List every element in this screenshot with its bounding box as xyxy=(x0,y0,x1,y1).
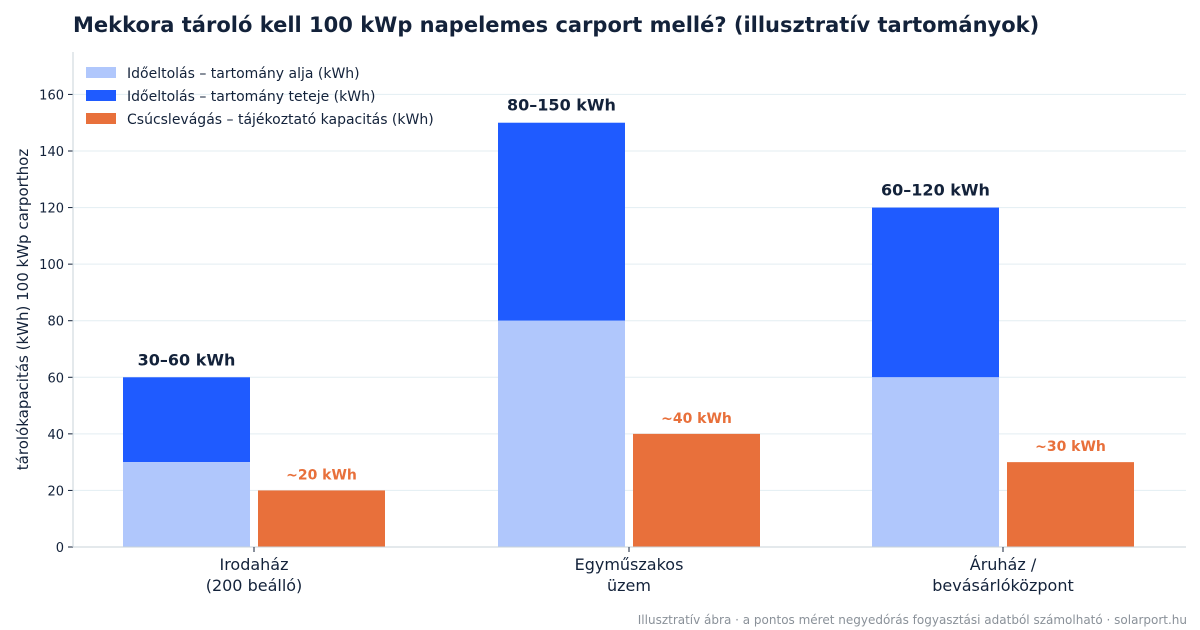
peak-data-label: ~20 kWh xyxy=(286,467,357,483)
y-tick-label: 40 xyxy=(47,428,64,443)
y-tick-label: 100 xyxy=(39,258,64,273)
y-tick-label: 120 xyxy=(39,202,64,217)
footer-note: Illusztratív ábra · a pontos méret negye… xyxy=(638,613,1187,627)
legend-label: Időeltolás – tartomány teteje (kWh) xyxy=(127,89,375,105)
y-tick-label: 60 xyxy=(47,371,64,386)
range-data-label: 30–60 kWh xyxy=(138,350,236,369)
y-axis-label: tárolókapacitás (kWh) 100 kWp carporthoz xyxy=(14,149,32,471)
x-tick-label: Áruház / xyxy=(970,555,1037,574)
bar-shift-low xyxy=(498,320,625,547)
y-tick-label: 140 xyxy=(39,145,64,160)
bar-peak-shaving xyxy=(1007,462,1134,547)
range-data-label: 80–150 kWh xyxy=(507,96,616,115)
x-tick-label: bevásárlóközpont xyxy=(932,576,1073,595)
bar-peak-shaving xyxy=(258,490,385,547)
x-tick-label: üzem xyxy=(607,576,651,595)
x-tick-label: Irodaház xyxy=(219,555,288,574)
bars-group xyxy=(123,122,1134,547)
chart-title: Mekkora tároló kell 100 kWp napelemes ca… xyxy=(73,13,1039,37)
legend-swatch xyxy=(86,113,116,124)
data-labels-group: 30–60 kWh ~20 kWh 80–150 kWh ~40 kWh 60–120 … xyxy=(138,96,1106,484)
legend: Időeltolás – tartomány alja (kWh) Időelto… xyxy=(86,66,434,128)
legend-swatch xyxy=(86,67,116,78)
grid-lines xyxy=(73,93,1186,491)
bar-peak-shaving xyxy=(633,433,760,547)
bar-shift-low xyxy=(872,377,999,547)
axes-group: 0 20 40 60 80 100 120 140 160 Irodaház (200 beálló… xyxy=(39,52,1186,595)
peak-data-label: ~30 kWh xyxy=(1035,439,1106,455)
bar-shift-high xyxy=(872,207,999,378)
range-data-label: 60–120 kWh xyxy=(881,181,990,200)
legend-label: Csúcslevágás – tájékoztató kapacitás (kW… xyxy=(127,112,434,128)
y-tick-label: 80 xyxy=(47,315,64,330)
bar-shift-low xyxy=(123,462,250,547)
legend-swatch xyxy=(86,90,116,101)
legend-label: Időeltolás – tartomány alja (kWh) xyxy=(127,66,360,82)
peak-data-label: ~40 kWh xyxy=(661,411,732,427)
y-tick-label: 0 xyxy=(56,541,64,556)
x-tick-label: Egyműszakos xyxy=(575,555,684,574)
y-tick-label: 160 xyxy=(39,88,64,103)
x-tick-label: (200 beálló) xyxy=(206,576,303,595)
bar-shift-high xyxy=(123,377,250,463)
bar-shift-high xyxy=(498,122,625,321)
y-tick-label: 20 xyxy=(47,484,64,499)
